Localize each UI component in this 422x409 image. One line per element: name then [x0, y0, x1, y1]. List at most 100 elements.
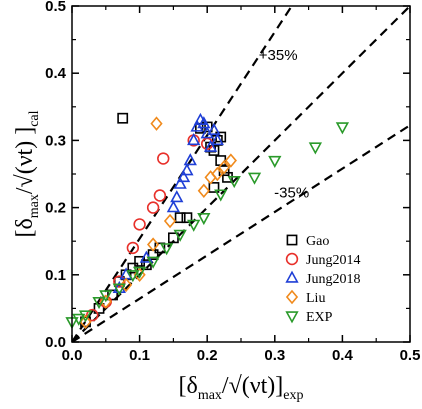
series-liu [79, 116, 237, 330]
series-jung2018 [112, 112, 224, 293]
legend-label-jung2018: Jung2018 [306, 272, 360, 287]
data-point-liu-11 [150, 116, 163, 131]
x-tick-label-0: 0.0 [62, 347, 83, 364]
series-exp [65, 122, 350, 330]
legend-marker-jung2018 [285, 270, 299, 283]
reference-label-0: +35% [259, 47, 298, 64]
data-point-jung2014-5 [146, 201, 160, 214]
y-tick-label-5: 0.5 [45, 0, 66, 15]
y-tick-label-0: 0.0 [45, 334, 66, 351]
legend-label-liu: Liu [306, 291, 325, 306]
legend-marker-gao [286, 234, 298, 246]
reference-line-parity [72, 6, 410, 342]
legend-marker-exp [285, 311, 299, 324]
data-point-jung2014-3 [126, 241, 140, 255]
data-point-exp-15 [247, 172, 262, 185]
data-point-exp-1 [72, 313, 86, 326]
data-point-gao-2 [107, 289, 118, 301]
data-point-jung2014-0 [86, 308, 99, 322]
legend-entry-liu: Liu [285, 289, 325, 306]
data-point-jung2014-7 [157, 152, 170, 165]
y-axis-label-part-2: /√(νt) ] [12, 127, 38, 194]
data-point-liu-8 [211, 166, 224, 182]
data-point-exp-9 [159, 243, 174, 256]
legend-entry-gao: Gao [286, 234, 329, 249]
data-point-liu-2 [119, 277, 133, 293]
data-point-jung2018-3 [166, 200, 181, 213]
x-axis-label-part-1: max [198, 388, 222, 403]
x-axis-label-part-3: exp [283, 388, 303, 403]
data-point-exp-17 [308, 142, 323, 155]
data-point-liu-5 [163, 213, 177, 229]
x-tick-label-5: 0.5 [400, 347, 421, 364]
data-point-exp-5 [112, 283, 126, 296]
reference-line-1 [72, 124, 410, 342]
data-point-jung2018-5 [173, 176, 187, 189]
x-axis-label-part-2: /√(νt)] [222, 373, 283, 399]
data-point-jung2018-16 [210, 132, 224, 146]
x-tick-label-2: 0.2 [197, 347, 218, 364]
data-point-jung2014-6 [153, 189, 167, 202]
legend-marker-jung2014 [285, 252, 299, 266]
data-point-gao-11 [174, 212, 186, 224]
legend-label-jung2014: Jung2014 [306, 253, 360, 268]
data-point-jung2018-6 [176, 169, 191, 183]
y-tick-label-4: 0.4 [45, 65, 67, 82]
legend-marker-liu [285, 289, 299, 305]
x-tick-label-4: 0.4 [332, 347, 354, 364]
x-tick-label-3: 0.3 [264, 347, 285, 364]
data-point-jung2018-14 [203, 139, 218, 152]
y-tick-label-2: 0.2 [45, 200, 66, 217]
y-tick-label-1: 0.1 [45, 267, 66, 284]
data-point-jung2018-0 [112, 280, 126, 293]
data-point-liu-9 [217, 160, 231, 175]
y-axis-label-part-1: max [27, 194, 42, 218]
data-point-exp-10 [173, 229, 187, 242]
data-point-gao-13 [117, 112, 129, 124]
legend-entry-exp: EXP [285, 310, 333, 325]
y-axis-label-part-3: cal [27, 110, 42, 126]
data-point-exp-8 [146, 256, 160, 269]
data-point-jung2018-8 [183, 153, 197, 166]
data-point-gao-1 [93, 302, 105, 314]
data-point-exp-12 [197, 212, 211, 226]
legend: Gao Jung2014 Jung2018 Liu EXP [285, 234, 360, 325]
x-axis-label-part-0: [δ [179, 373, 198, 399]
x-axis-label: [δmax/√(νt)]exp [179, 373, 304, 403]
legend-label-gao: Gao [306, 234, 329, 249]
y-axis-label-part-0: [δ [12, 218, 38, 237]
data-point-liu-0 [79, 314, 92, 330]
data-point-exp-18 [335, 122, 350, 135]
data-point-exp-16 [268, 155, 282, 168]
data-point-exp-6 [126, 270, 140, 283]
data-point-exp-14 [227, 176, 241, 189]
reference-label-1: -35% [274, 185, 309, 202]
data-point-exp-7 [132, 266, 147, 279]
data-point-jung2018-7 [180, 163, 194, 176]
y-tick-label-3: 0.3 [45, 132, 66, 149]
data-point-exp-4 [99, 290, 113, 303]
data-point-jung2014-4 [133, 218, 146, 231]
data-point-gao-12 [181, 212, 193, 224]
axis-labels: +35%-35%[δmax/√(νt)]exp[δmax/√(νt) ]cal [12, 47, 309, 403]
data-point-gao-20 [208, 182, 220, 193]
data-point-exp-13 [214, 189, 228, 202]
data-point-exp-11 [187, 219, 201, 232]
data-point-liu-10 [224, 153, 237, 168]
data-point-jung2018-12 [197, 116, 211, 129]
data-point-jung2018-9 [187, 132, 201, 146]
data-point-exp-3 [92, 296, 106, 310]
legend-entry-jung2018: Jung2018 [285, 270, 360, 287]
data-point-liu-4 [147, 237, 160, 252]
legend-entry-jung2014: Jung2014 [285, 252, 360, 268]
x-tick-label-1: 0.1 [129, 347, 150, 364]
data-point-jung2018-15 [207, 122, 221, 136]
axes: 0.00.0 0.1 0.1 0.2 0.2 0.3 0.3 0.4 0.4 0.5 0.5 [45, 0, 420, 364]
y-axis-label: [δmax/√(νt) ]cal [12, 110, 42, 237]
data-point-jung2018-4 [170, 190, 184, 203]
legend-label-exp: EXP [306, 310, 333, 325]
data-points [65, 112, 350, 330]
data-point-liu-6 [197, 183, 210, 199]
data-point-exp-2 [78, 310, 93, 323]
